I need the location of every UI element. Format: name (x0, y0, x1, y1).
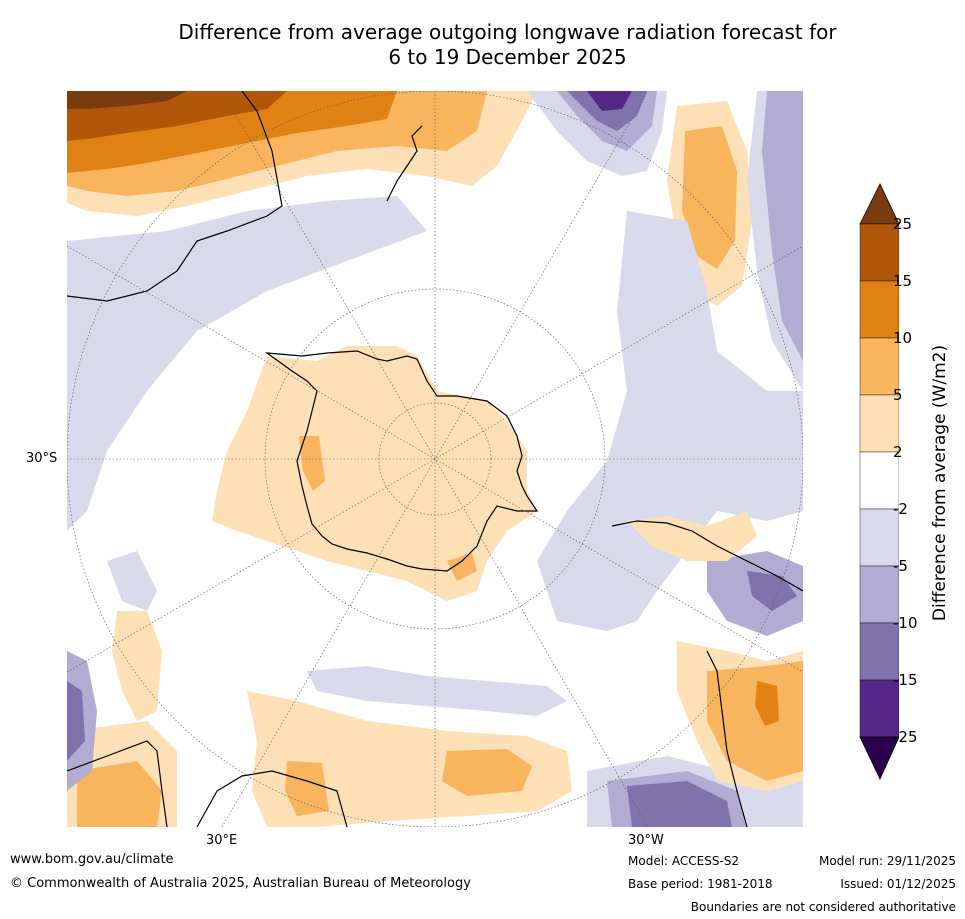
base-period: Base period: 1981-2018 (628, 877, 773, 891)
colorbar-segment-neutral (859, 451, 900, 510)
anomaly-indian-ocean-south (247, 691, 572, 827)
colorbar-segment-m10-m15 (859, 622, 900, 681)
colorbar-tick: 10 (893, 329, 913, 347)
colorbar-tick: -5 (893, 557, 908, 575)
anomaly-right-purple (747, 91, 803, 391)
colorbar-segment-2-5 (859, 394, 900, 453)
coastlines (67, 91, 803, 827)
colorbar-svg (859, 183, 900, 780)
colorbar-label: Difference from average (W/m2) (930, 344, 950, 622)
colorbar-tick: 2 (893, 443, 903, 461)
anomaly-south-america (587, 511, 803, 827)
colorbar-tick: 25 (893, 215, 913, 233)
colorbar-segment-5-10 (859, 337, 900, 396)
colorbar-segment-m2-m5 (859, 508, 900, 567)
title-line-1: Difference from average outgoing longwav… (178, 20, 837, 44)
model-run: Model run: 29/11/2025 (818, 854, 956, 868)
graticule (67, 91, 803, 827)
colorbar-segment-m5-m10 (859, 565, 900, 624)
disclaimer: Boundaries are not considered authoritat… (690, 900, 956, 914)
lat-label-30s: 30°S (26, 451, 58, 466)
colorbar-segment-m15-m25 (859, 679, 900, 738)
colorbar-tick: -10 (893, 614, 918, 632)
colorbar-tick: -25 (893, 728, 918, 746)
colorbar-min-triangle (859, 736, 900, 780)
colorbar (859, 183, 965, 783)
website-link[interactable]: www.bom.gov.au/climate (10, 852, 174, 867)
olr-anomaly-map (67, 91, 803, 827)
anomaly-southern-ocean-purple (67, 196, 803, 716)
map-canvas (67, 91, 803, 827)
chart-title: Difference from average outgoing longwav… (60, 20, 955, 70)
colorbar-tick: -2 (893, 500, 908, 518)
colorbar-segment-15-25 (859, 223, 900, 282)
lon-label-30w: 30°W (628, 833, 664, 848)
anomaly-south-africa (67, 611, 177, 827)
colorbar-tick: -15 (893, 671, 918, 689)
anomaly-antarctica (212, 346, 537, 601)
colorbar-tick: 5 (893, 386, 903, 404)
issued-date: Issued: 01/12/2025 (840, 877, 956, 891)
anomaly-south-pacific-purple (527, 91, 667, 176)
lon-label-30e: 30°E (206, 833, 238, 848)
copyright-text: © Commonwealth of Australia 2025, Austra… (10, 876, 471, 891)
colorbar-tick: 15 (893, 272, 913, 290)
title-line-2: 6 to 19 December 2025 (388, 45, 627, 69)
colorbar-segment-10-15 (859, 280, 900, 339)
model-name: Model: ACCESS-S2 (628, 854, 740, 868)
